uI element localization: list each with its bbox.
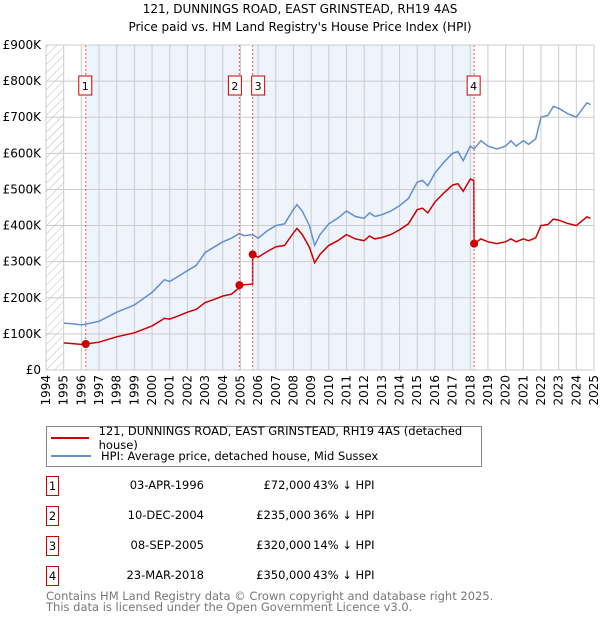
property-price-line (63, 178, 591, 346)
x-tick-label: 2021 (516, 375, 530, 406)
legend-swatch-blue (51, 455, 91, 457)
sale-number-badge: 2 (46, 506, 59, 526)
y-tick-label: £900K (3, 38, 43, 52)
ownership-shade (85, 45, 240, 370)
x-tick-label: 2002 (180, 375, 194, 406)
sale-date: 23-MAR-2018 (126, 568, 204, 582)
x-tick-label: 2018 (463, 375, 477, 406)
sale-date: 03-APR-1996 (129, 478, 204, 492)
x-tick-label: 2016 (428, 375, 442, 406)
sale-annotation-label: 4 (470, 80, 477, 93)
sale-number-badge: 4 (46, 566, 59, 586)
legend-swatch-red (51, 437, 89, 439)
legend-item-hpi: HPI: Average price, detached house, Mid … (51, 448, 378, 464)
sale-hpi-diff: 43% ↓ HPI (313, 478, 375, 492)
sale-price: £320,000 (256, 538, 311, 552)
y-tick-label: £700K (3, 110, 43, 124)
chart-legend: 121, DUNNINGS ROAD, EAST GRINSTEAD, RH19… (46, 424, 482, 467)
footer-copyright: Contains HM Land Registry data © Crown c… (46, 589, 494, 603)
ownership-shade (252, 45, 475, 370)
x-tick-label: 2007 (269, 375, 283, 406)
x-tick-label: 2017 (446, 375, 460, 406)
legend-label: HPI: Average price, detached house, Mid … (101, 449, 379, 463)
sale-hpi-diff: 43% ↓ HPI (313, 568, 375, 582)
x-tick-label: 2001 (163, 375, 177, 406)
y-tick-label: £300K (3, 255, 43, 269)
table-row: 1 03-APR-1996 £72,000 43% ↓ HPI (46, 476, 446, 496)
sale-annotation-box (227, 75, 242, 96)
legend-label: 121, DUNNINGS ROAD, EAST GRINSTEAD, RH19… (98, 424, 463, 452)
x-tick-label: 2000 (145, 375, 159, 406)
sale-annotation-box (251, 75, 266, 96)
x-tick-label: 2013 (375, 375, 389, 406)
x-tick-label: 2023 (552, 375, 566, 406)
y-tick-label: £200K (3, 291, 43, 305)
x-tick-label: 2024 (569, 375, 583, 406)
x-tick-label: 2004 (216, 375, 230, 406)
x-tick-label: 2015 (410, 375, 424, 406)
sale-point (81, 340, 90, 348)
sale-annotation-label: 1 (82, 80, 89, 93)
x-tick-label: 2012 (357, 375, 371, 406)
x-tick-label: 2011 (340, 375, 354, 406)
x-tick-label: 2009 (304, 375, 318, 406)
y-tick-label: £400K (3, 219, 43, 233)
sale-hpi-diff: 36% ↓ HPI (313, 508, 375, 522)
y-tick-label: £800K (3, 74, 43, 88)
sale-number-badge: 3 (46, 536, 59, 556)
x-tick-label: 1997 (92, 375, 106, 406)
sale-annotation-box (466, 75, 481, 96)
sale-annotation-label: 3 (255, 80, 262, 93)
x-tick-label: 2005 (233, 375, 247, 406)
chart-title: 121, DUNNINGS ROAD, EAST GRINSTEAD, RH19… (143, 2, 458, 16)
table-row: 2 10-DEC-2004 £235,000 36% ↓ HPI (46, 506, 446, 526)
y-tick-label: £500K (3, 182, 43, 196)
x-tick-label: 2020 (499, 375, 513, 406)
x-tick-label: 2019 (481, 375, 495, 406)
x-tick-label: 2008 (286, 375, 300, 406)
x-tick-label: 1999 (127, 375, 141, 406)
legend-item-property: 121, DUNNINGS ROAD, EAST GRINSTEAD, RH19… (51, 424, 481, 452)
hpi-line (63, 101, 591, 326)
table-row: 4 23-MAR-2018 £350,000 43% ↓ HPI (46, 566, 446, 586)
sale-price: £350,000 (256, 568, 311, 582)
sale-price: £72,000 (263, 478, 311, 492)
x-tick-label: 1996 (74, 375, 88, 406)
sale-date: 10-DEC-2004 (127, 508, 204, 522)
x-tick-label: 2022 (534, 375, 548, 406)
footer-licence: This data is licensed under the Open Gov… (46, 600, 413, 614)
price-chart: 121, DUNNINGS ROAD, EAST GRINSTEAD, RH19… (3, 2, 600, 406)
sale-price: £235,000 (256, 508, 311, 522)
x-tick-label: 1995 (57, 375, 71, 406)
x-tick-label: 1994 (39, 375, 53, 406)
sale-number-badge: 1 (46, 476, 59, 496)
y-tick-label: £0 (26, 363, 41, 377)
x-tick-label: 1998 (110, 375, 124, 406)
sale-date: 08-SEP-2005 (130, 538, 204, 552)
x-tick-label: 2010 (322, 375, 336, 406)
plot-frame (45, 44, 595, 371)
sale-annotation-label: 2 (231, 80, 238, 93)
sale-hpi-diff: 14% ↓ HPI (313, 538, 375, 552)
x-tick-label: 2014 (393, 375, 407, 406)
table-row: 3 08-SEP-2005 £320,000 14% ↓ HPI (46, 536, 446, 556)
x-tick-label: 2003 (198, 375, 212, 406)
sale-annotation-box (78, 75, 93, 96)
y-tick-label: £600K (3, 146, 43, 160)
y-tick-label: £100K (3, 327, 43, 341)
sale-point (235, 281, 244, 290)
x-tick-label: 2025 (587, 375, 600, 406)
chart-subtitle: Price paid vs. HM Land Registry's House … (128, 20, 471, 34)
sale-point (248, 250, 257, 259)
sale-point (470, 239, 479, 248)
pre-data-hatch (46, 45, 64, 370)
x-tick-label: 2006 (251, 375, 265, 406)
